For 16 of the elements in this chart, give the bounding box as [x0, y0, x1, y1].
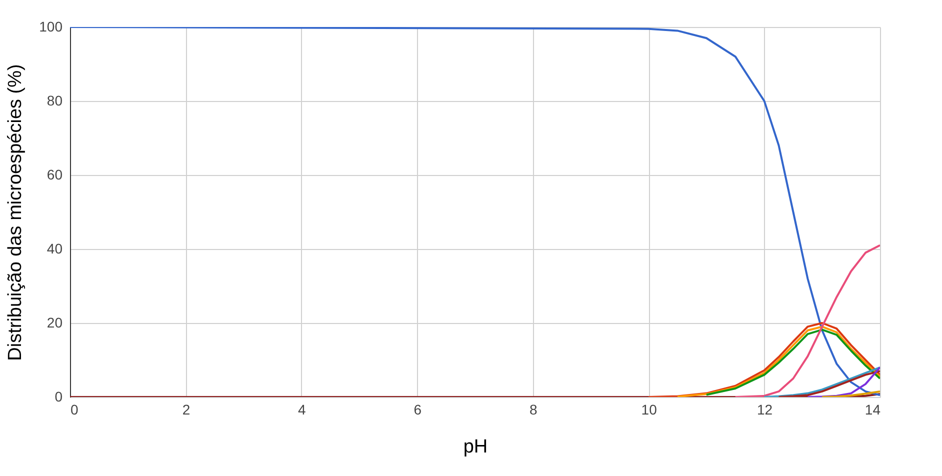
y-tick-label: 0 — [54, 388, 63, 404]
x-tick-label: 4 — [298, 402, 306, 418]
y-tick-label: 100 — [39, 18, 63, 34]
x-tick-label: 14 — [864, 402, 881, 418]
x-axis-title: pH — [463, 436, 488, 458]
y-tick-label: 40 — [46, 240, 63, 256]
x-tick-label: 2 — [182, 402, 190, 418]
x-tick-label: 8 — [529, 402, 538, 418]
x-tick-label: 0 — [70, 402, 78, 418]
x-tick-label: 12 — [756, 402, 773, 418]
x-tick-label: 6 — [414, 402, 422, 418]
y-tick-label: 60 — [46, 166, 63, 182]
y-axis-title: Distribuição das microespécies (%) — [5, 64, 26, 361]
y-tick-label: 20 — [46, 314, 63, 330]
x-tick-label: 10 — [641, 402, 658, 418]
y-tick-label: 80 — [46, 92, 63, 108]
